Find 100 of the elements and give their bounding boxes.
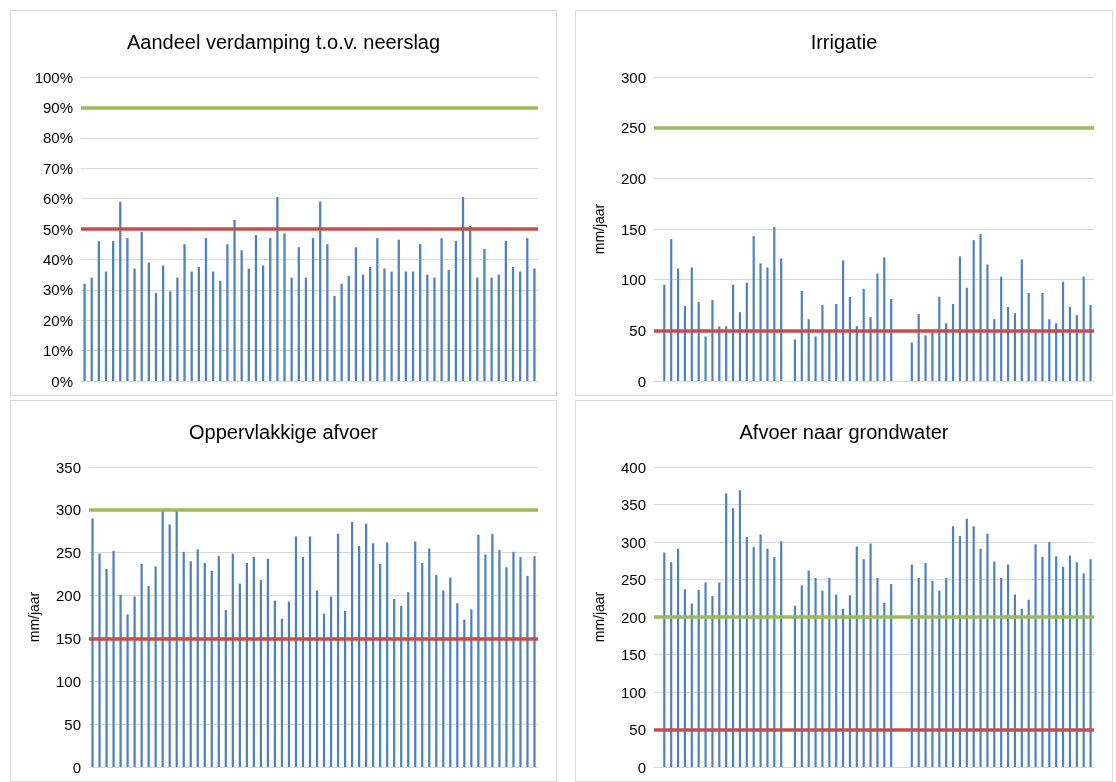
chart-title: Aandeel verdamping t.o.v. neerslag	[126, 31, 441, 53]
y-tick-label: 200	[620, 169, 646, 187]
y-tick-label: 100	[620, 683, 646, 701]
bar	[1041, 557, 1044, 767]
bar	[133, 596, 136, 767]
bar	[1034, 331, 1037, 381]
chart-title: Irrigatie	[810, 31, 878, 53]
bar	[759, 534, 762, 767]
bar	[1089, 305, 1092, 381]
bar	[176, 277, 179, 381]
bar	[1041, 292, 1044, 381]
y-axis-title: mm/jaar	[591, 591, 607, 643]
y-axis-title: mm/jaar	[591, 203, 607, 255]
y-tick-label: 200	[55, 587, 81, 605]
bar	[821, 305, 824, 381]
bar	[1089, 559, 1092, 767]
y-tick-label: 70%	[42, 159, 73, 177]
bar	[711, 299, 714, 381]
y-tick-label: 0	[72, 758, 81, 776]
bar	[704, 336, 707, 381]
bar	[986, 533, 989, 767]
bar	[133, 268, 136, 381]
bar	[979, 234, 982, 381]
chart-title: Oppervlakkige afvoer	[189, 421, 379, 443]
bar	[505, 567, 508, 767]
bar	[83, 283, 86, 381]
bar	[759, 263, 762, 381]
bar	[711, 596, 714, 767]
y-tick-label: 250	[620, 119, 646, 137]
y-tick-label: 100%	[34, 68, 73, 86]
chart-title: Afvoer naar grondwater	[739, 421, 949, 443]
bar	[490, 277, 493, 381]
y-tick-label: 90%	[42, 98, 73, 116]
y-tick-label: 300	[620, 533, 646, 551]
bar	[986, 264, 989, 381]
y-tick-label: 250	[620, 571, 646, 588]
bar	[766, 267, 769, 381]
y-tick-label: 20%	[42, 311, 73, 329]
y-tick-label: 150	[620, 220, 646, 238]
bar	[440, 238, 443, 381]
y-tick-label: 50	[629, 721, 646, 738]
y-tick-label: 150	[55, 629, 81, 647]
bar	[390, 271, 393, 381]
bar	[233, 219, 236, 381]
bar	[340, 283, 343, 381]
y-tick-label: 50	[629, 321, 646, 339]
y-tick-label: 50%	[42, 220, 73, 238]
bar	[910, 342, 913, 381]
bar	[979, 548, 982, 767]
bar	[333, 295, 336, 381]
y-tick-label: 100	[55, 672, 81, 690]
bar	[112, 551, 115, 767]
bar	[533, 268, 536, 381]
bar	[924, 563, 927, 767]
y-tick-label: 0	[637, 372, 646, 390]
bar	[276, 197, 279, 381]
bar	[283, 233, 286, 381]
bar	[931, 331, 934, 381]
bar	[512, 551, 515, 767]
bar	[91, 518, 94, 767]
bar	[924, 335, 927, 381]
y-tick-label: 200	[620, 608, 646, 626]
bar	[793, 339, 797, 381]
bar	[519, 557, 522, 767]
bar	[821, 590, 824, 767]
y-tick-label: 10%	[42, 342, 73, 360]
y-tick-label: 350	[55, 458, 81, 476]
bar	[491, 533, 494, 767]
bar	[433, 277, 436, 381]
y-tick-label: 40%	[42, 250, 73, 268]
bar	[766, 548, 769, 767]
bar	[869, 317, 872, 381]
y-tick-label: 100	[620, 271, 646, 289]
bar	[533, 556, 536, 767]
bar	[126, 238, 129, 381]
bar	[869, 543, 872, 767]
bar	[484, 554, 487, 767]
y-tick-label: 0%	[51, 372, 73, 390]
y-axis-title: mm/jaar	[26, 591, 42, 643]
bar	[105, 569, 108, 767]
y-tick-label: 400	[620, 458, 646, 476]
bar	[119, 594, 122, 767]
bar	[126, 614, 129, 767]
y-tick-label: 250	[55, 544, 81, 562]
bar	[383, 268, 386, 381]
bar	[483, 248, 486, 381]
bar	[876, 273, 879, 381]
y-tick-label: 60%	[42, 190, 73, 208]
bar	[876, 578, 879, 767]
y-tick-label: 150	[620, 646, 646, 663]
bar	[140, 563, 143, 767]
y-tick-label: 350	[620, 496, 646, 513]
bar	[226, 244, 229, 381]
y-tick-label: 50	[64, 715, 81, 733]
bar	[814, 336, 817, 381]
bar	[931, 581, 934, 767]
y-tick-label: 30%	[42, 281, 73, 299]
bar	[498, 550, 501, 767]
bar	[183, 244, 186, 381]
bar	[98, 553, 101, 767]
